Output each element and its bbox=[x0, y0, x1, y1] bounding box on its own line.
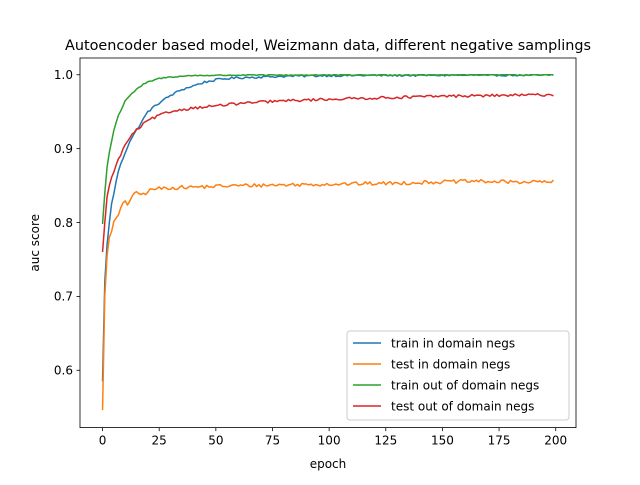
x-tick-label: 0 bbox=[99, 434, 107, 448]
legend-box bbox=[346, 330, 570, 421]
x-axis-ticks: 0 25 50 75 100 125 150 175 200 bbox=[99, 427, 567, 448]
legend: train in domain negs test in domain negs t… bbox=[346, 330, 570, 421]
y-tick-label: 0.6 bbox=[54, 364, 73, 378]
x-tick-label: 200 bbox=[544, 434, 567, 448]
series-line bbox=[101, 74, 554, 225]
x-axis-label: epoch bbox=[310, 457, 347, 471]
x-tick-label: 100 bbox=[318, 434, 341, 448]
series-line bbox=[101, 178, 555, 411]
y-tick-label: 0.7 bbox=[54, 290, 73, 304]
legend-label: train out of domain negs bbox=[391, 378, 539, 392]
x-tick-label: 25 bbox=[152, 434, 167, 448]
x-tick-label: 175 bbox=[488, 434, 511, 448]
x-tick-label: 75 bbox=[265, 434, 280, 448]
y-axis-label: auc score bbox=[28, 214, 42, 272]
series-line bbox=[101, 93, 554, 253]
legend-label: train in domain negs bbox=[391, 336, 515, 350]
legend-label: test in domain negs bbox=[391, 357, 510, 371]
x-tick-label: 125 bbox=[374, 434, 397, 448]
y-axis-ticks: 0.6 0.7 0.8 0.9 1.0 bbox=[54, 68, 80, 378]
axes-frame bbox=[79, 57, 577, 429]
y-tick-label: 0.9 bbox=[54, 142, 73, 156]
series-layer bbox=[101, 74, 555, 411]
chart-title: Autoencoder based model, Weizmann data, … bbox=[65, 38, 591, 54]
x-tick-label: 50 bbox=[208, 434, 223, 448]
legend-label: test out of domain negs bbox=[391, 399, 534, 413]
y-tick-label: 1.0 bbox=[54, 68, 73, 82]
y-tick-label: 0.8 bbox=[54, 216, 73, 230]
legend-entries: train in domain negs test in domain negs t… bbox=[353, 336, 539, 413]
x-tick-label: 150 bbox=[431, 434, 454, 448]
